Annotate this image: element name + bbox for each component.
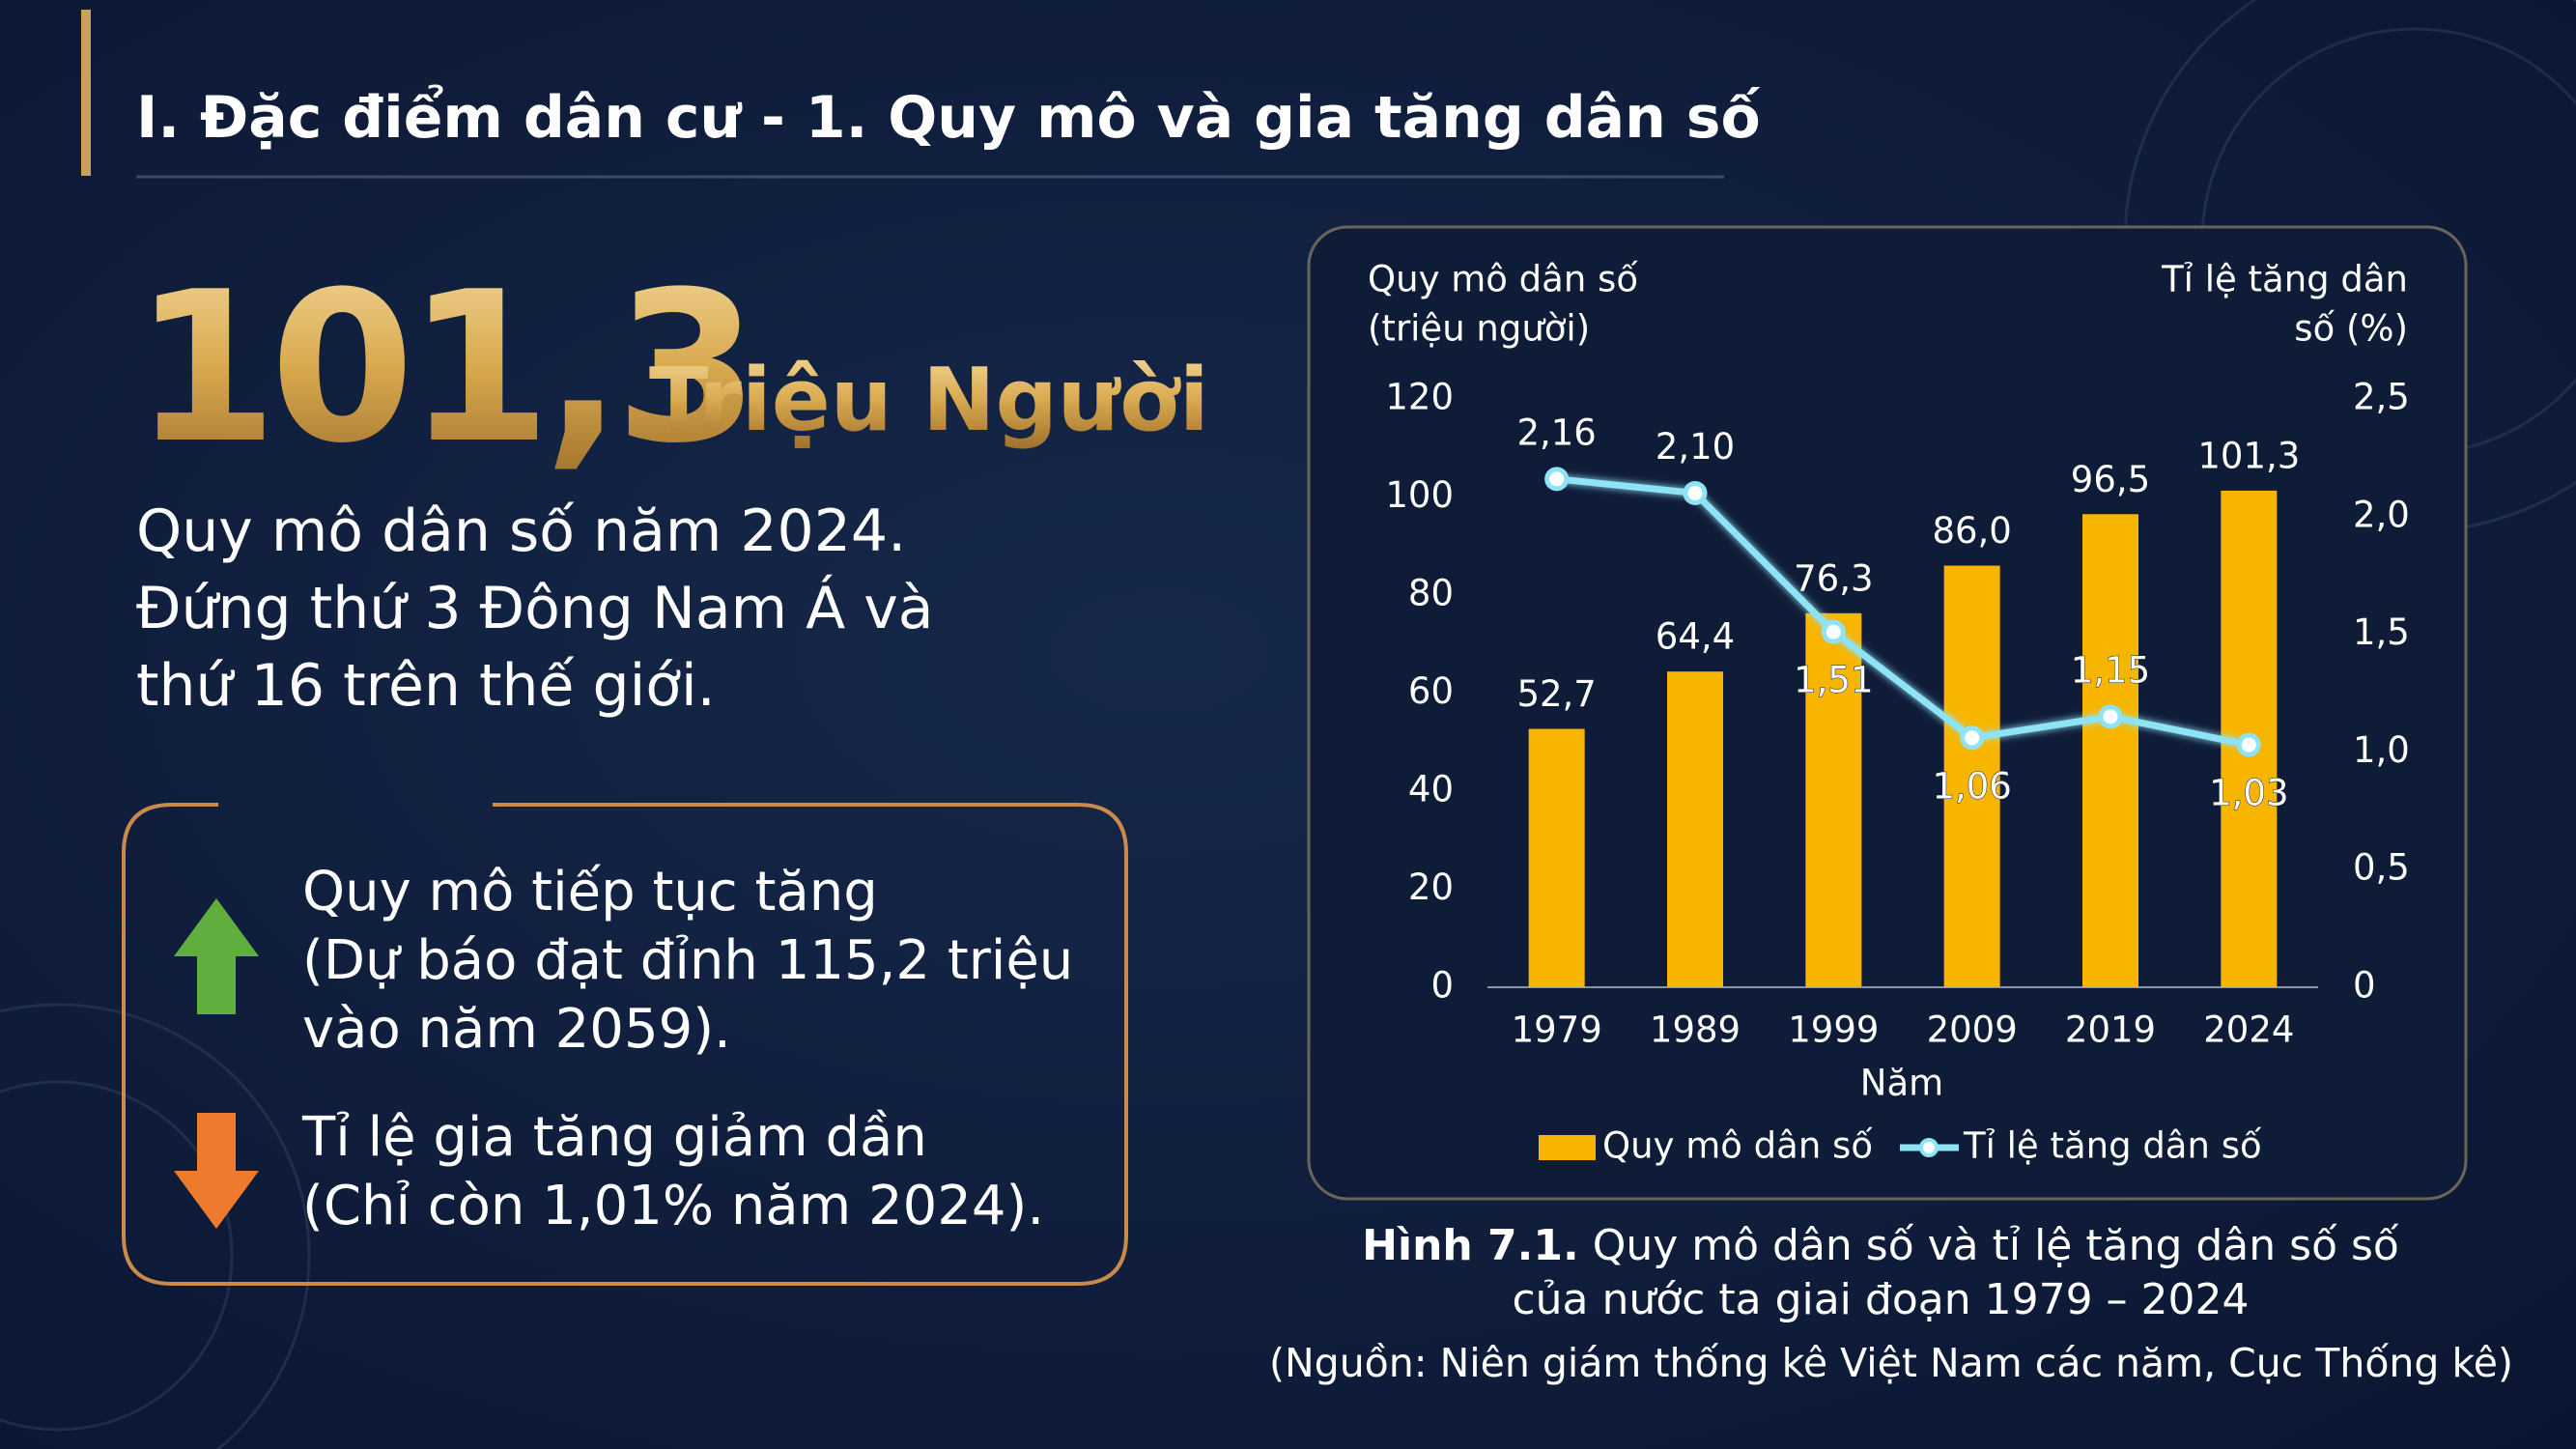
down-arrow — [174, 1113, 259, 1229]
bar-value-label: 96,5 — [2071, 459, 2150, 500]
y2-tick-label: 1,0 — [2353, 729, 2410, 771]
x-axis-title: Năm — [1860, 1063, 1943, 1104]
bar — [1943, 565, 2000, 987]
title-accent — [81, 10, 91, 176]
line-value-label: 1,03 — [2209, 773, 2288, 814]
bar-value-label: 64,4 — [1656, 616, 1735, 658]
description-line: Quy mô dân số năm 2024. — [136, 497, 906, 565]
line — [1556, 475, 2250, 749]
caption-text: Quy mô dân số và tỉ lệ tăng dân số số — [1593, 1221, 2399, 1270]
trend-text: (Chỉ còn 1,01% năm 2024). — [302, 1175, 1044, 1237]
x-tick-label: 2009 — [1927, 1009, 2018, 1051]
legend-swatch — [1919, 1138, 1939, 1157]
description-line: Đứng thứ 3 Đông Nam Á và — [136, 574, 934, 642]
bar — [2082, 514, 2138, 987]
bar — [1805, 612, 1862, 987]
bar — [1667, 671, 1723, 987]
y-tick-label: 40 — [1408, 769, 1454, 810]
line-value-label: 2,10 — [1656, 426, 1735, 468]
big-number-unit: Triệu Người — [649, 350, 1209, 451]
y-tick-label: 80 — [1408, 573, 1454, 614]
legend-label: Tỉ lệ tăng dân số — [1963, 1125, 2262, 1167]
y2-tick-label: 2,0 — [2353, 494, 2410, 535]
x-tick-label: 1989 — [1650, 1009, 1741, 1051]
trend-text: (Dự báo đạt đỉnh 115,2 triệu — [302, 929, 1073, 992]
description-line: thứ 16 trên thế giới. — [136, 652, 716, 720]
big-number: 101,3 — [133, 246, 751, 489]
line-point — [1821, 619, 1846, 644]
y2-tick-label: 0 — [2353, 965, 2376, 1007]
page-title: I. Đặc điểm dân cư - 1. Quy mô và gia tă… — [136, 83, 1761, 152]
plot: 0 20 40 60 80 100 120 0 0,5 1,0 1,5 2,0 2,5 1979 1989 1… — [1385, 377, 2409, 1167]
y-tick-label: 60 — [1408, 670, 1454, 712]
legend-swatch — [1539, 1135, 1596, 1160]
caption: Hình 7.1. Quy mô dân số và tỉ lệ tăng dâ… — [1362, 1221, 2399, 1270]
trend-text: Tỉ lệ gia tăng giảm dần — [301, 1106, 927, 1169]
y2-axis-title: số (%) — [2294, 308, 2408, 350]
y2-tick-label: 2,5 — [2353, 377, 2410, 418]
line-value-label: 2,16 — [1516, 412, 1596, 453]
y2-tick-label: 0,5 — [2353, 847, 2410, 889]
line-point — [1544, 467, 1570, 492]
line-value-label: 1,06 — [1932, 765, 2011, 807]
y-axis-title: (triệu người) — [1368, 308, 1590, 350]
y-tick-label: 20 — [1408, 867, 1454, 908]
x-tick-label: 1979 — [1512, 1009, 1602, 1051]
x-tick-label: 2019 — [2065, 1009, 2156, 1051]
chart-panel — [1307, 225, 2468, 1201]
line-point — [2098, 704, 2123, 729]
y-tick-label: 120 — [1385, 377, 1454, 418]
x-tick-label: 1999 — [1788, 1009, 1879, 1051]
bar-value-label: 101,3 — [2197, 435, 2300, 476]
up-arrow — [174, 898, 259, 1014]
line-point — [1683, 480, 1708, 505]
caption-label: Hình 7.1. — [1362, 1221, 1579, 1270]
line-value-label: 1,51 — [1794, 660, 1873, 701]
y-tick-label: 100 — [1385, 474, 1454, 516]
caption-text: của nước ta giai đoạn 1979 – 2024 — [1512, 1275, 2249, 1324]
line-point — [2236, 732, 2261, 757]
line-point — [1960, 725, 1985, 751]
line-value-label: 1,15 — [2071, 649, 2150, 691]
source: (Nguồn: Niên giám thống kê Việt Nam các … — [1269, 1340, 2513, 1386]
bar-value-label: 86,0 — [1932, 510, 2011, 552]
y-tick-label: 0 — [1430, 965, 1454, 1007]
trend-text: vào năm 2059). — [302, 998, 731, 1061]
y2-tick-label: 1,5 — [2353, 611, 2410, 653]
legend-label: Quy mô dân số — [1602, 1125, 1873, 1167]
y-axis-title: Quy mô dân số — [1368, 259, 1638, 300]
bar — [1528, 728, 1585, 987]
trend-text: Quy mô tiếp tục tăng — [302, 861, 878, 923]
y2-axis-title: Tỉ lệ tăng dân — [2161, 259, 2408, 300]
bar-value-label: 76,3 — [1794, 557, 1873, 599]
bar-value-label: 52,7 — [1516, 673, 1596, 715]
x-tick-label: 2024 — [2203, 1009, 2294, 1051]
trend-box — [122, 803, 1128, 1286]
